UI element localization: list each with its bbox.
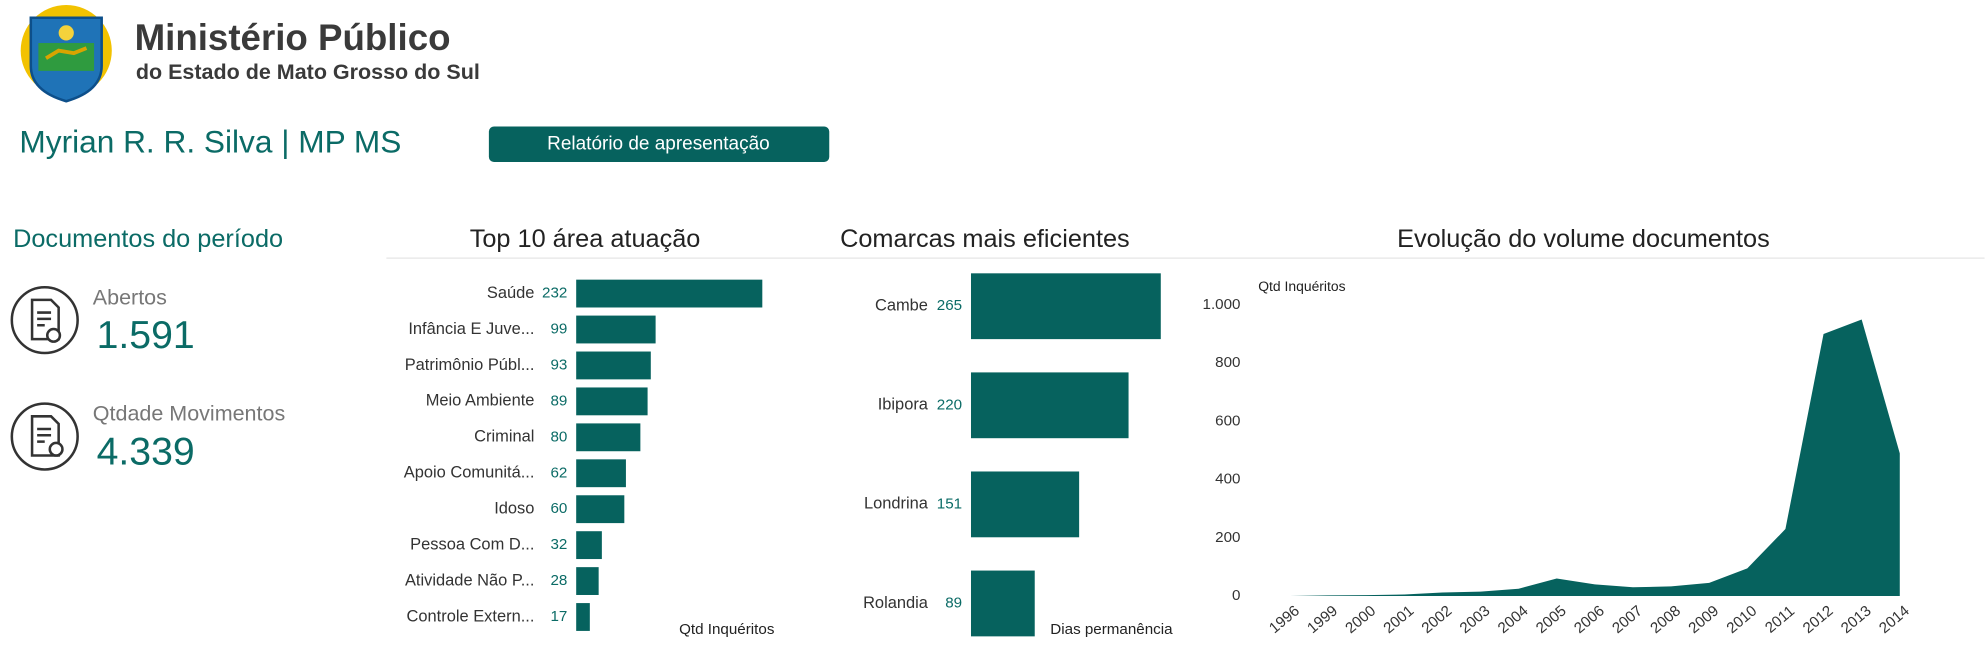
x-tick-label: 2013: [1838, 602, 1875, 637]
kpi-label: Abertos: [93, 285, 167, 309]
x-tick-label: 1999: [1304, 602, 1341, 637]
y-tick-label: 600: [1215, 412, 1240, 429]
category-label: Infância E Juve...: [408, 320, 534, 338]
chart-title: Comarcas mais eficientes: [840, 225, 1130, 253]
y-tick-label: 1.000: [1203, 296, 1241, 313]
x-tick-label: 2005: [1533, 602, 1570, 637]
category-label: Criminal: [474, 428, 534, 446]
org-name: Ministério Público: [135, 17, 451, 58]
org-subtitle: do Estado de Mato Grosso do Sul: [136, 60, 480, 84]
value-label: 265: [937, 297, 962, 314]
kpi-value: 4.339: [97, 430, 195, 474]
value-label: 32: [550, 536, 567, 553]
category-label: Controle Extern...: [407, 607, 535, 625]
kpi-value: 1.591: [97, 313, 195, 357]
bar: [576, 495, 625, 524]
bar: [970, 273, 1161, 340]
category-label: Londrina: [864, 495, 929, 513]
kpi-icon: [10, 285, 79, 471]
x-tick-label: 2006: [1571, 602, 1608, 637]
value-label: 220: [937, 396, 962, 413]
x-tick-label: 2008: [1647, 602, 1684, 637]
category-label: Patrimônio Públ...: [405, 356, 535, 374]
bar: [576, 567, 599, 595]
logo: [20, 5, 112, 103]
value-label: 62: [550, 464, 567, 481]
value-label: 99: [550, 321, 567, 338]
y-tick-label: 200: [1215, 529, 1240, 546]
value-label: 28: [550, 572, 567, 589]
bar: [576, 459, 626, 488]
x-tick-label: 2000: [1342, 602, 1379, 637]
x-tick-label: 2001: [1380, 602, 1417, 637]
value-label: 93: [550, 356, 567, 373]
y-axis-label: Qtd Inquéritos: [1258, 278, 1345, 294]
x-tick-label: 1996: [1266, 602, 1303, 637]
value-label: 89: [945, 594, 962, 611]
x-axis-label: Qtd Inquéritos: [679, 621, 775, 638]
category-label: Ibipora: [878, 396, 929, 414]
x-tick-label: 2002: [1419, 602, 1456, 637]
category-label: Idoso: [494, 500, 534, 518]
bar: [576, 603, 590, 631]
summary-title: Documentos do período: [13, 225, 283, 253]
y-tick-label: 800: [1215, 354, 1240, 371]
value-label: 151: [937, 495, 962, 512]
bar: [970, 471, 1080, 538]
report-button-label[interactable]: Relatório de apresentação: [547, 133, 770, 154]
category-label: Saúde: [487, 284, 535, 302]
value-label: 232: [542, 285, 567, 302]
bar: [970, 372, 1129, 439]
bar: [576, 315, 656, 344]
report-button[interactable]: [488, 126, 830, 162]
x-tick-label: 2009: [1685, 602, 1722, 637]
value-label: 80: [550, 428, 567, 445]
category-label: Cambe: [875, 297, 928, 315]
area: [1289, 319, 1900, 596]
x-tick-label: 2007: [1609, 602, 1646, 637]
x-tick-label: 2012: [1800, 602, 1837, 637]
chart-title: Top 10 área atuação: [470, 225, 701, 253]
chart-title: Evolução do volume documentos: [1397, 225, 1770, 253]
x-tick-label: 2010: [1724, 602, 1761, 637]
x-tick-label: 2014: [1876, 602, 1913, 637]
y-tick-label: 0: [1232, 587, 1240, 604]
bar: [970, 570, 1035, 637]
bar: [576, 387, 648, 416]
x-tick-label: 2004: [1495, 602, 1532, 637]
value-label: 89: [550, 392, 567, 409]
category-label: Apoio Comunitá...: [404, 464, 535, 482]
bar: [576, 279, 763, 308]
bar: [576, 351, 651, 380]
x-tick-label: 2003: [1457, 602, 1494, 637]
category-label: Atividade Não P...: [405, 571, 534, 589]
value-label: 17: [550, 608, 567, 625]
y-tick-label: 400: [1215, 471, 1240, 488]
x-axis-label: Dias permanência: [1050, 621, 1173, 638]
value-label: 60: [550, 500, 567, 517]
x-tick-label: 2011: [1762, 603, 1798, 637]
bar: [576, 531, 602, 560]
category-label: Pessoa Com D...: [410, 535, 534, 553]
category-label: Meio Ambiente: [426, 392, 535, 410]
category-label: Rolandia: [863, 594, 929, 612]
bar: [576, 423, 641, 452]
kpi-label: Qtdade Movimentos: [93, 402, 285, 426]
user-name: Myrian R. R. Silva | MP MS: [19, 124, 401, 160]
